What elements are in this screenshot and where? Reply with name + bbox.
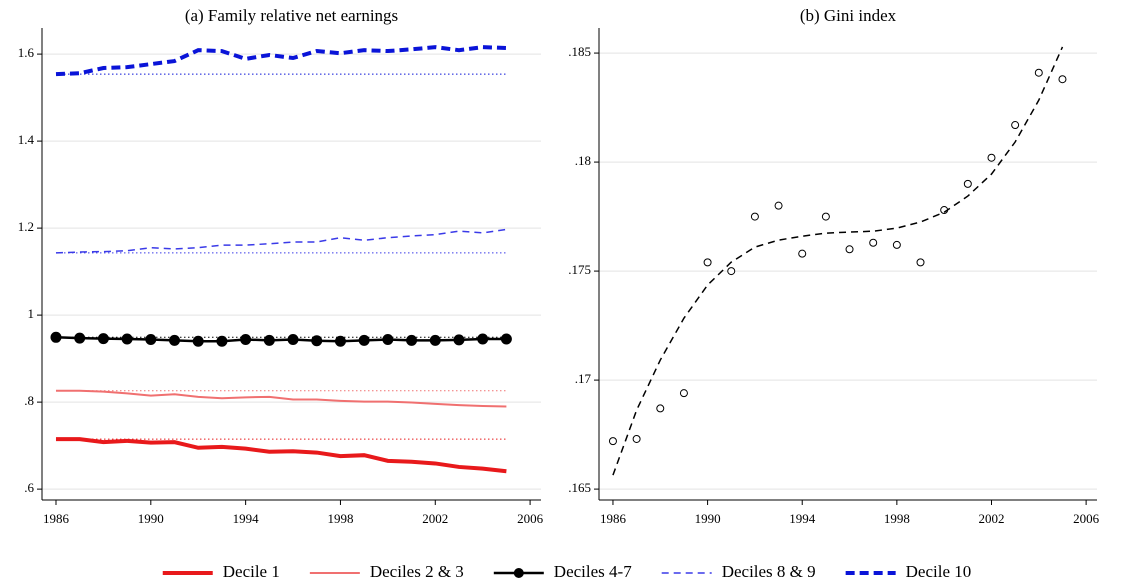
point [774,201,783,210]
y-tick-label: 1 [28,306,35,321]
point [703,258,712,267]
x-tick-label: 1998 [327,511,353,526]
point [679,389,688,398]
point [798,249,807,258]
point [608,437,617,446]
legend-label: Decile 10 [906,562,972,581]
point [453,334,465,346]
x-tick-label: 1998 [884,511,910,526]
x-tick-label: 2006 [517,511,544,526]
y-tick-label: .165 [568,480,591,495]
legend-item: Decile 1 [162,562,280,581]
y-tick-label: .6 [24,480,34,495]
point [50,331,62,343]
legend-item: Decile 10 [845,562,972,581]
point [632,434,641,443]
point [1058,75,1067,84]
point [656,404,665,413]
chart-title: (a) Family relative net earnings [185,6,398,25]
point [311,335,323,347]
point [240,333,252,345]
x-tick-label: 1994 [233,511,260,526]
point [1034,68,1043,77]
x-tick-label: 2002 [978,511,1004,526]
x-tick-label: 1986 [43,511,70,526]
y-tick-label: 1.2 [18,219,34,234]
point [1011,121,1020,130]
legend-marker [513,568,524,578]
y-tick-label: .18 [575,153,591,168]
point [382,333,394,345]
y-tick-label: 1.4 [18,132,35,147]
point [892,240,901,249]
point [963,179,972,188]
series-line [55,389,507,408]
x-tick-label: 2002 [422,511,448,526]
point [216,335,228,347]
legend-item: Deciles 2 & 3 [309,562,464,581]
y-tick-label: .8 [24,393,34,408]
legend-label: Deciles 2 & 3 [370,562,464,581]
point [869,238,878,247]
point [97,333,109,345]
x-tick-label: 1994 [789,511,816,526]
point [169,334,181,346]
y-tick-label: .175 [568,262,591,277]
point [429,334,441,346]
chart-title: (b) Gini index [800,6,897,25]
point [145,333,157,345]
legend-label: Decile 1 [223,562,280,581]
legend-label: Deciles 4-7 [554,562,632,581]
point [727,267,736,276]
x-tick-label: 2006 [1073,511,1100,526]
point [358,334,370,346]
point [987,153,996,162]
point [192,335,204,347]
series-line [55,437,507,474]
y-tick-label: 1.6 [18,45,35,60]
legend: Decile 1 Deciles 2 & 3 Deciles 4-7 Deciles … [162,562,972,581]
series-line [55,228,507,254]
point [263,334,275,346]
point [845,245,854,254]
x-tick-label: 1990 [138,511,164,526]
x-tick-label: 1986 [600,511,627,526]
series-line [55,45,507,77]
legend-item: Deciles 4-7 [493,562,632,581]
point [287,333,299,345]
series-line [612,46,1064,476]
y-tick-label: .185 [568,44,591,59]
point [121,333,133,345]
x-tick-label: 1990 [695,511,721,526]
point [750,212,759,221]
point [477,333,489,345]
point [916,258,925,267]
point [821,212,830,221]
point [334,335,346,347]
point [406,334,418,346]
y-tick-label: .17 [575,371,592,386]
point [500,333,512,345]
legend-label: Deciles 8 & 9 [722,562,816,581]
point [74,332,86,344]
legend-item: Deciles 8 & 9 [661,562,816,581]
